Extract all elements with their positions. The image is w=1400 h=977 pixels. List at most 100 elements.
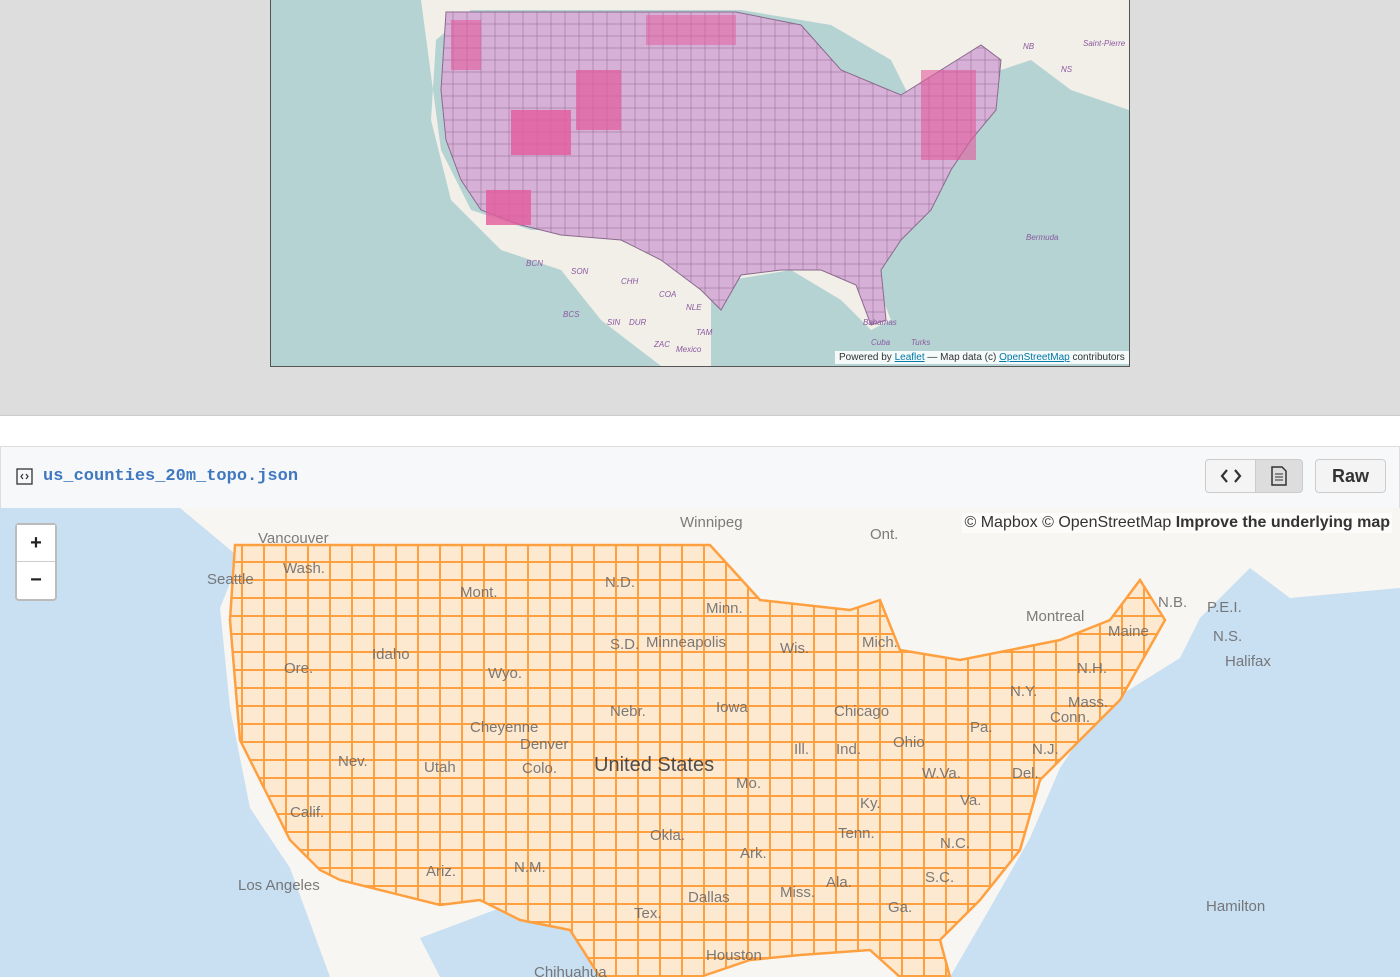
map-label: NB — [1023, 42, 1035, 51]
leaflet-link[interactable]: Leaflet — [894, 352, 925, 363]
map-label: N.B. — [1158, 594, 1187, 611]
map-label: COA — [659, 290, 676, 299]
map-label: Cheyenne — [470, 719, 538, 736]
map-label: Pa. — [970, 719, 993, 736]
map-label: Mo. — [736, 775, 761, 792]
osm-link[interactable]: OpenStreetMap — [999, 352, 1070, 363]
map-label: S.D. — [610, 636, 639, 653]
map-label: Winnipeg — [680, 514, 743, 531]
rendered-view-button[interactable] — [1255, 459, 1303, 493]
map-label: Bahamas — [863, 318, 897, 327]
map-label: Houston — [706, 947, 762, 964]
map-label: Vancouver — [258, 530, 329, 547]
map-label: Minn. — [706, 600, 743, 617]
map-label: Halifax — [1225, 653, 1271, 670]
map-label: Nev. — [338, 753, 368, 770]
map-label: Cuba — [871, 338, 891, 347]
map-label: Nebr. — [610, 703, 646, 720]
map-label: Idaho — [372, 646, 410, 663]
map-label: N.H. — [1077, 660, 1107, 677]
attribution-text: © Mapbox © OpenStreetMap — [964, 514, 1172, 531]
map-label: Ohio — [893, 734, 925, 751]
map-label: SIN — [607, 318, 621, 327]
map-label: Saint-Pierre — [1083, 39, 1126, 48]
map-label: Va. — [960, 792, 981, 809]
map-label: DUR — [629, 318, 647, 327]
map-label: Denver — [520, 736, 568, 753]
map-label: Chihuahua — [534, 964, 607, 977]
map-label: Ind. — [836, 741, 861, 758]
map-label: CHH — [621, 277, 639, 286]
map-label: Turks — [911, 338, 930, 347]
map-label: Tenn. — [838, 825, 875, 842]
map-label: Ill. — [794, 741, 809, 758]
map-label: Wash. — [283, 560, 325, 577]
map-label: Montreal — [1026, 608, 1084, 625]
top-panel: NB Saint-Pierre NS Bermuda BCN SON CHH COA BCS SI… — [0, 0, 1400, 416]
map-label: Minneapolis — [646, 634, 726, 651]
map-label: BCN — [526, 259, 543, 268]
attribution-text: Powered by — [839, 352, 892, 363]
map-label: Seattle — [207, 571, 254, 588]
map-label: Mass. — [1068, 694, 1108, 711]
map-label: Los Angeles — [238, 877, 320, 894]
map-label: Bermuda — [1026, 233, 1059, 242]
map-label: Miss. — [780, 884, 815, 901]
map-label: SON — [571, 267, 589, 276]
map-label: Ont. — [870, 526, 898, 543]
file-name[interactable]: us_counties_20m_topo.json — [43, 467, 299, 486]
top-map: NB Saint-Pierre NS Bermuda BCN SON CHH COA BCS SI… — [270, 0, 1130, 367]
map-label: W.Va. — [922, 765, 961, 782]
map-label: Del. — [1012, 765, 1039, 782]
map-label: Chicago — [834, 703, 889, 720]
improve-map-link[interactable]: Improve the underlying map — [1175, 514, 1390, 531]
map-label: N.D. — [605, 574, 635, 591]
map-label: Ala. — [826, 874, 852, 891]
map-attribution: © Mapbox © OpenStreetMap Improve the und… — [962, 513, 1392, 533]
map-label: Ore. — [284, 660, 313, 677]
map-label: N.S. — [1213, 628, 1242, 645]
map-label: Dallas — [688, 889, 730, 906]
map-label: NS — [1061, 65, 1073, 74]
map-label: P.E.I. — [1207, 599, 1242, 616]
map-label: TAM — [696, 328, 713, 337]
map-label: Iowa — [716, 699, 748, 716]
map-label: Wyo. — [488, 665, 522, 682]
map-label: Mont. — [460, 584, 498, 601]
map-label: Hamilton — [1206, 898, 1265, 915]
attribution-text: contributors — [1072, 352, 1125, 363]
bottom-map: Winnipeg Vancouver Seattle Wash. Mont. N.D. Mi… — [0, 508, 1400, 977]
map-label: Ark. — [740, 845, 767, 862]
zoom-in-button[interactable]: + — [17, 525, 55, 562]
map-label: United States — [594, 754, 714, 776]
map-label: Ga. — [888, 899, 912, 916]
map-label: Okla. — [650, 827, 685, 844]
map-label: Mich. — [862, 634, 898, 651]
attribution-text: — Map data (c) — [927, 352, 997, 363]
map-label: Conn. — [1050, 709, 1090, 726]
map-label: Ariz. — [426, 863, 456, 880]
map-label: N.Y. — [1010, 683, 1037, 700]
map-label: S.C. — [925, 869, 954, 886]
zoom-control: + − — [15, 523, 57, 601]
map-label: Tex. — [634, 905, 662, 922]
map-label: Calif. — [290, 804, 324, 821]
map-label: N.M. — [514, 859, 546, 876]
map-label: Wis. — [780, 640, 809, 657]
map-label: N.J. — [1032, 741, 1059, 758]
code-view-button[interactable] — [1205, 459, 1256, 493]
raw-button[interactable]: Raw — [1315, 459, 1386, 493]
top-attribution: Powered by Leaflet — Map data (c) OpenSt… — [835, 351, 1129, 364]
map-label: Maine — [1108, 623, 1149, 640]
map-label: NLE — [686, 303, 702, 312]
zoom-out-button[interactable]: − — [17, 562, 55, 598]
map-label: N.C. — [940, 835, 970, 852]
file-header: us_counties_20m_topo.json Raw — [0, 446, 1400, 509]
map-label: BCS — [563, 310, 580, 319]
map-label: ZAC — [653, 340, 670, 349]
map-label: Ky. — [860, 795, 881, 812]
map-label: Mexico — [676, 345, 702, 354]
map-label: Utah — [424, 759, 456, 776]
map-label: Colo. — [522, 760, 557, 777]
